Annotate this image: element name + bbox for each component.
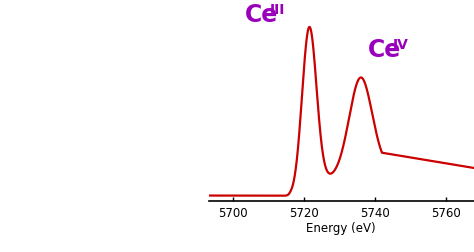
X-axis label: Energy (eV): Energy (eV) xyxy=(307,221,376,234)
Text: Ce: Ce xyxy=(245,3,278,27)
Text: IV: IV xyxy=(393,38,409,52)
Text: Ce: Ce xyxy=(368,38,401,62)
Text: III: III xyxy=(270,3,285,17)
